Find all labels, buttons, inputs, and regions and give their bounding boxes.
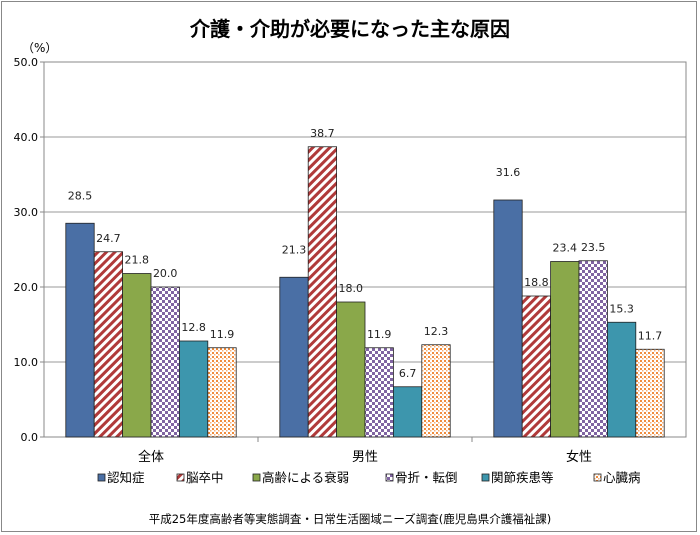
legend-label: 心臓病 xyxy=(603,470,641,485)
source-note: 平成25年度高齢者等実態調査・日常生活圏域ニーズ調査(鹿児島県介護福祉課) xyxy=(149,512,552,526)
legend-label: 高齢による衰弱 xyxy=(262,470,349,485)
bar-脳卒中 xyxy=(307,146,338,438)
x-tick-label: 女性 xyxy=(566,449,592,465)
legend-label: 骨折・転倒 xyxy=(395,470,458,485)
y-tick-label: 10.0 xyxy=(14,356,39,369)
bar-心臓病 xyxy=(207,347,237,438)
bar-脳卒中 xyxy=(521,295,552,438)
data-label: 21.8 xyxy=(125,254,150,267)
data-label: 11.9 xyxy=(367,328,392,341)
bar-関節疾患等 xyxy=(607,321,637,438)
bar-骨折・転倒 xyxy=(578,260,608,438)
legend-label: 関節疾患等 xyxy=(491,470,554,485)
bar-心臓病 xyxy=(635,348,665,438)
bar-脳卒中 xyxy=(93,251,123,438)
bar-認知症 xyxy=(279,276,309,438)
data-label: 11.9 xyxy=(210,328,235,341)
data-label: 11.7 xyxy=(638,329,663,342)
bar-高齢による衰弱 xyxy=(122,273,152,438)
bar-関節疾患等 xyxy=(178,340,209,438)
data-label: 31.6 xyxy=(496,166,521,179)
bar-骨折・転倒 xyxy=(364,347,394,438)
bar-骨折・転倒 xyxy=(150,286,180,438)
data-label: 23.5 xyxy=(581,241,606,254)
y-tick-label: 40.0 xyxy=(14,131,39,144)
bar-心臓病 xyxy=(421,344,451,438)
legend-swatch xyxy=(176,473,185,482)
data-label: 6.7 xyxy=(399,367,417,380)
legend-swatch xyxy=(593,473,602,482)
legend-swatch xyxy=(97,473,106,482)
data-label: 18.8 xyxy=(524,276,549,289)
data-label: 18.0 xyxy=(339,282,364,295)
data-label: 23.4 xyxy=(553,242,578,255)
data-label: 12.3 xyxy=(424,325,449,338)
legend-label: 認知症 xyxy=(107,470,145,485)
y-tick-label: 30.0 xyxy=(14,206,39,219)
x-tick-label: 全体 xyxy=(138,449,164,465)
bar-認知症 xyxy=(493,199,523,438)
y-tick-label: 50.0 xyxy=(14,56,39,69)
bar-高齢による衰弱 xyxy=(336,301,366,438)
legend-swatch xyxy=(385,473,394,482)
data-label: 24.7 xyxy=(96,232,121,245)
bar-認知症 xyxy=(65,222,95,438)
legend-swatch xyxy=(252,473,261,482)
data-label: 20.0 xyxy=(153,267,178,280)
bar-高齢による衰弱 xyxy=(550,261,580,438)
legend-label: 脳卒中 xyxy=(186,470,224,485)
chart-title: 介護・介助が必要になった主な原因 xyxy=(189,17,510,41)
data-label: 15.3 xyxy=(609,302,634,315)
legend-swatch xyxy=(481,473,490,482)
bar-関節疾患等 xyxy=(392,386,423,438)
y-axis-label: （%） xyxy=(22,41,57,55)
y-tick-label: 20.0 xyxy=(14,281,39,294)
data-label: 28.5 xyxy=(68,189,93,202)
data-label: 12.8 xyxy=(181,321,206,334)
x-tick-label: 男性 xyxy=(352,450,378,465)
data-label: 38.7 xyxy=(310,127,335,140)
data-label: 21.3 xyxy=(282,243,307,256)
y-tick-label: 0.0 xyxy=(21,431,39,444)
